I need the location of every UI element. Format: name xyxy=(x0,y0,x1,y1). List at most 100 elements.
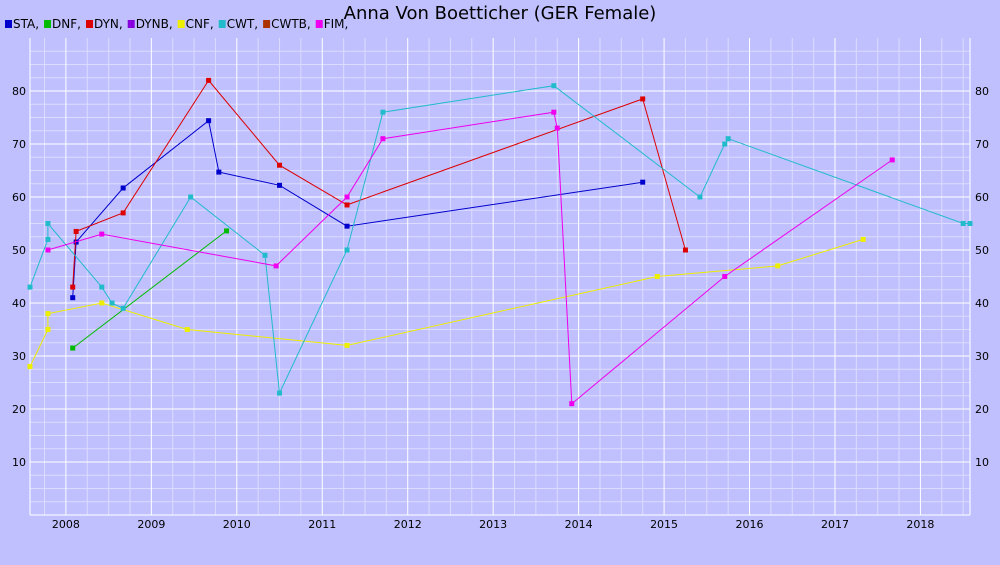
data-point-sta xyxy=(640,179,646,185)
x-tick-label: 2011 xyxy=(308,518,336,531)
y-tick-label-left: 40 xyxy=(12,297,26,310)
data-point-fim xyxy=(99,231,105,237)
y-tick-label-left: 20 xyxy=(12,403,26,416)
data-point-dyn xyxy=(206,77,212,83)
y-tick-label-right: 30 xyxy=(975,350,989,363)
legend-label-sta: STA, xyxy=(13,17,39,31)
data-point-cnf xyxy=(45,311,51,317)
data-point-dyn xyxy=(120,210,126,216)
series-cwt xyxy=(27,83,973,396)
data-point-cwt xyxy=(960,221,966,226)
chart-title: Anna Von Boetticher (GER Female) xyxy=(344,3,657,24)
data-point-cnf xyxy=(654,274,660,279)
series-line-sta xyxy=(72,119,643,298)
axes: 2008 2009 2010 2011 2012 2013 2014 2015 2016 2017… xyxy=(12,38,989,531)
data-point-cnf xyxy=(99,300,105,306)
data-point-fim xyxy=(889,157,895,163)
data-point-sta xyxy=(344,223,350,229)
data-point-cwt xyxy=(109,300,115,306)
grid xyxy=(30,38,970,515)
legend: STA, DNF, DYN, DYNB, CNF, CWT, CWTB, FIM, xyxy=(5,17,348,31)
y-tick-label-right: 80 xyxy=(975,85,989,98)
data-point-cnf xyxy=(344,342,350,348)
x-tick-label: 2009 xyxy=(137,518,165,531)
y-tick-label-left: 50 xyxy=(12,244,26,257)
x-tick-label: 2015 xyxy=(650,518,678,531)
data-point-sta xyxy=(216,169,222,175)
data-point-cwt xyxy=(722,141,728,147)
x-tick-label: 2017 xyxy=(821,518,849,531)
x-tick-label: 2016 xyxy=(736,518,764,531)
data-point-dyn xyxy=(277,162,283,168)
series-line-dyn xyxy=(72,79,686,288)
data-point-cwt xyxy=(45,236,51,242)
data-point-fim xyxy=(551,109,557,115)
legend-label-dnf: DNF, xyxy=(52,17,81,31)
data-point-cwt xyxy=(551,83,557,89)
data-point-cwt xyxy=(262,252,268,258)
data-point-dyn xyxy=(70,284,76,290)
data-point-cwt xyxy=(27,284,33,290)
x-tick-label: 2018 xyxy=(906,518,934,531)
legend-swatch-sta xyxy=(5,20,12,28)
legend-label-cwt: CWT, xyxy=(227,17,258,31)
y-tick-label-left: 30 xyxy=(12,350,26,363)
y-tick-label-right: 60 xyxy=(975,191,989,204)
data-point-cwt xyxy=(120,305,126,311)
legend-swatch-dnf xyxy=(44,20,52,28)
data-point-dyn xyxy=(682,247,688,253)
legend-swatch-cwt xyxy=(218,20,226,28)
data-point-fim xyxy=(722,274,728,279)
data-point-fim xyxy=(569,401,575,407)
data-point-fim xyxy=(554,125,560,131)
data-point-dyn xyxy=(344,202,350,208)
data-point-cwt xyxy=(277,390,283,396)
data-point-fim xyxy=(380,136,386,142)
series-layer xyxy=(27,77,973,407)
x-tick-label: 2013 xyxy=(479,518,507,531)
x-tick-label: 2010 xyxy=(223,518,251,531)
y-tick-label-right: 50 xyxy=(975,244,989,257)
data-point-dyn xyxy=(73,228,79,234)
data-point-sta xyxy=(206,118,212,124)
legend-swatch-cnf xyxy=(177,20,185,28)
y-tick-label-left: 80 xyxy=(12,85,26,98)
y-tick-label-left: 70 xyxy=(12,138,26,151)
series-line-fim xyxy=(47,111,893,405)
x-tick-label: 2014 xyxy=(565,518,593,531)
legend-label-dynb: DYNB, xyxy=(136,17,173,31)
data-point-dnf xyxy=(70,345,76,351)
y-tick-label-right: 70 xyxy=(975,138,989,151)
data-point-cwt xyxy=(99,284,105,290)
data-point-dyn xyxy=(640,96,646,102)
data-point-cnf xyxy=(184,327,190,332)
y-tick-label-right: 40 xyxy=(975,297,989,310)
x-tick-label: 2008 xyxy=(52,518,80,531)
legend-swatch-dynb xyxy=(127,20,135,28)
data-point-sta xyxy=(120,185,126,191)
data-point-fim xyxy=(273,263,279,269)
x-tick-label: 2012 xyxy=(394,518,422,531)
data-point-cwt xyxy=(967,221,973,226)
data-point-cnf xyxy=(27,364,33,370)
legend-label-cnf: CNF, xyxy=(186,17,214,31)
series-line-dnf xyxy=(72,230,227,349)
data-point-cnf xyxy=(775,263,781,269)
y-tick-label-right: 10 xyxy=(975,456,989,469)
data-point-cnf xyxy=(45,327,51,332)
data-point-dnf xyxy=(224,228,230,234)
data-point-cwt xyxy=(380,109,386,115)
legend-label-fim: FIM, xyxy=(324,17,349,31)
y-tick-label-left: 10 xyxy=(12,456,26,469)
series-dyn xyxy=(70,77,688,290)
legend-swatch-cwtb xyxy=(263,20,271,28)
legend-label-cwtb: CWTB, xyxy=(271,17,311,31)
data-point-cnf xyxy=(860,236,866,242)
series-cnf xyxy=(27,236,866,370)
series-fim xyxy=(45,109,895,407)
data-point-cwt xyxy=(344,247,350,253)
data-point-fim xyxy=(45,247,51,253)
